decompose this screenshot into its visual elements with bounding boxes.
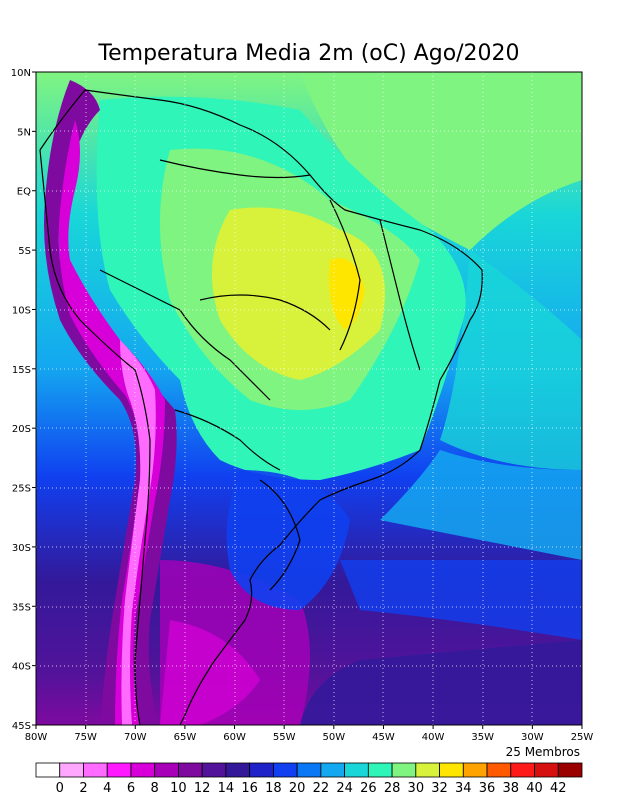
colorbar-swatch (35, 762, 61, 778)
colorbar-swatch (534, 762, 559, 778)
colorbar-swatch (367, 762, 393, 778)
colorbar-swatch (154, 762, 179, 778)
colorbar-label: 38 (503, 781, 520, 796)
colorbar-swatch (462, 762, 488, 778)
lon-tick-label: 70W (124, 732, 147, 743)
plot-frame (35, 71, 583, 726)
colorbar-label: 36 (479, 781, 496, 796)
colorbar-swatch (178, 762, 203, 778)
lat-tick-label: 10N (11, 68, 31, 79)
lon-tick-label: 40W (422, 732, 445, 743)
map-title: Temperatura Media 2m (oC) Ago/2020 (97, 41, 519, 66)
colorbar-swatch (391, 762, 417, 778)
lon-tick-label: 35W (471, 732, 494, 743)
lat-tick-label: 5N (17, 127, 31, 138)
lat-tick-label: 25S (12, 484, 31, 495)
lon-tick-label: 45W (372, 732, 395, 743)
lat-tick-label: EQ (17, 187, 31, 198)
colorbar-label: 22 (313, 781, 330, 796)
lat-tick-label: 40S (12, 662, 31, 673)
colorbar-swatch (320, 762, 346, 778)
temperature-field (36, 72, 582, 725)
lon-tick-label: 75W (74, 732, 97, 743)
colorbar-swatch (415, 762, 440, 778)
colorbar-label: 0 (56, 781, 64, 796)
lon-tick-label: 60W (223, 732, 246, 743)
colorbar-swatch (83, 762, 108, 778)
colorbar-label: 32 (431, 781, 448, 796)
colorbar-label: 28 (384, 781, 401, 796)
lon-tick-label: 55W (273, 732, 296, 743)
lat-tick-label: 35S (12, 602, 31, 613)
lat-tick-label: 30S (12, 543, 31, 554)
colorbar-label: 14 (218, 781, 235, 796)
colorbar-label: 40 (526, 781, 543, 796)
colorbar-swatch (439, 762, 464, 778)
colorbar-swatch (296, 762, 322, 778)
colorbar-swatch (249, 762, 274, 778)
lon-tick-label: 50W (323, 732, 346, 743)
colorbar-swatch (486, 762, 512, 778)
lon-axis: 80W 75W 70W 65W 60W 55W 50W 45W 40W 35W 30W 25W (25, 725, 594, 743)
colorbar-label: 8 (151, 781, 159, 796)
colorbar-swatch (557, 762, 583, 778)
colorbar-label: 24 (336, 781, 353, 796)
colorbar-label: 26 (360, 781, 377, 796)
lat-tick-label: 15S (12, 365, 31, 376)
colorbar-swatch (201, 762, 227, 778)
colorbar-label: 6 (127, 781, 135, 796)
lon-tick-label: 25W (571, 732, 594, 743)
colorbar-label: 34 (455, 781, 472, 796)
colorbar-swatch (344, 762, 369, 778)
colorbar: 0 2 4 6 8 10 12 14 16 18 20 22 24 26 28 30 32 34 36 38 40 42 (35, 762, 583, 796)
colorbar-label: 16 (241, 781, 258, 796)
colorbar-label: 30 (408, 781, 425, 796)
colorbar-swatch (130, 762, 156, 778)
colorbar-swatch (510, 762, 535, 778)
members-note: 25 Membros (506, 745, 580, 759)
lat-axis: 10N 5N EQ 5S 10S 15S 20S 25S 30S 35S 40S 45S (11, 68, 36, 732)
colorbar-label: 42 (550, 781, 567, 796)
lat-tick-label: 20S (12, 424, 31, 435)
colorbar-label: 10 (170, 781, 187, 796)
lat-tick-label: 10S (12, 305, 31, 316)
colorbar-swatch (272, 762, 298, 778)
lon-tick-label: 65W (174, 732, 197, 743)
colorbar-label: 4 (103, 781, 111, 796)
colorbar-swatch (106, 762, 132, 778)
graticule (36, 72, 582, 725)
lat-tick-label: 45S (12, 721, 31, 732)
colorbar-label: 18 (265, 781, 282, 796)
colorbar-swatch (59, 762, 84, 778)
lon-tick-label: 80W (25, 732, 48, 743)
country-borders (39, 89, 483, 725)
colorbar-label: 20 (289, 781, 306, 796)
lat-tick-label: 5S (18, 246, 31, 257)
lon-tick-label: 30W (521, 732, 544, 743)
colorbar-label: 12 (194, 781, 211, 796)
colorbar-label: 2 (79, 781, 87, 796)
colorbar-swatch (225, 762, 251, 778)
